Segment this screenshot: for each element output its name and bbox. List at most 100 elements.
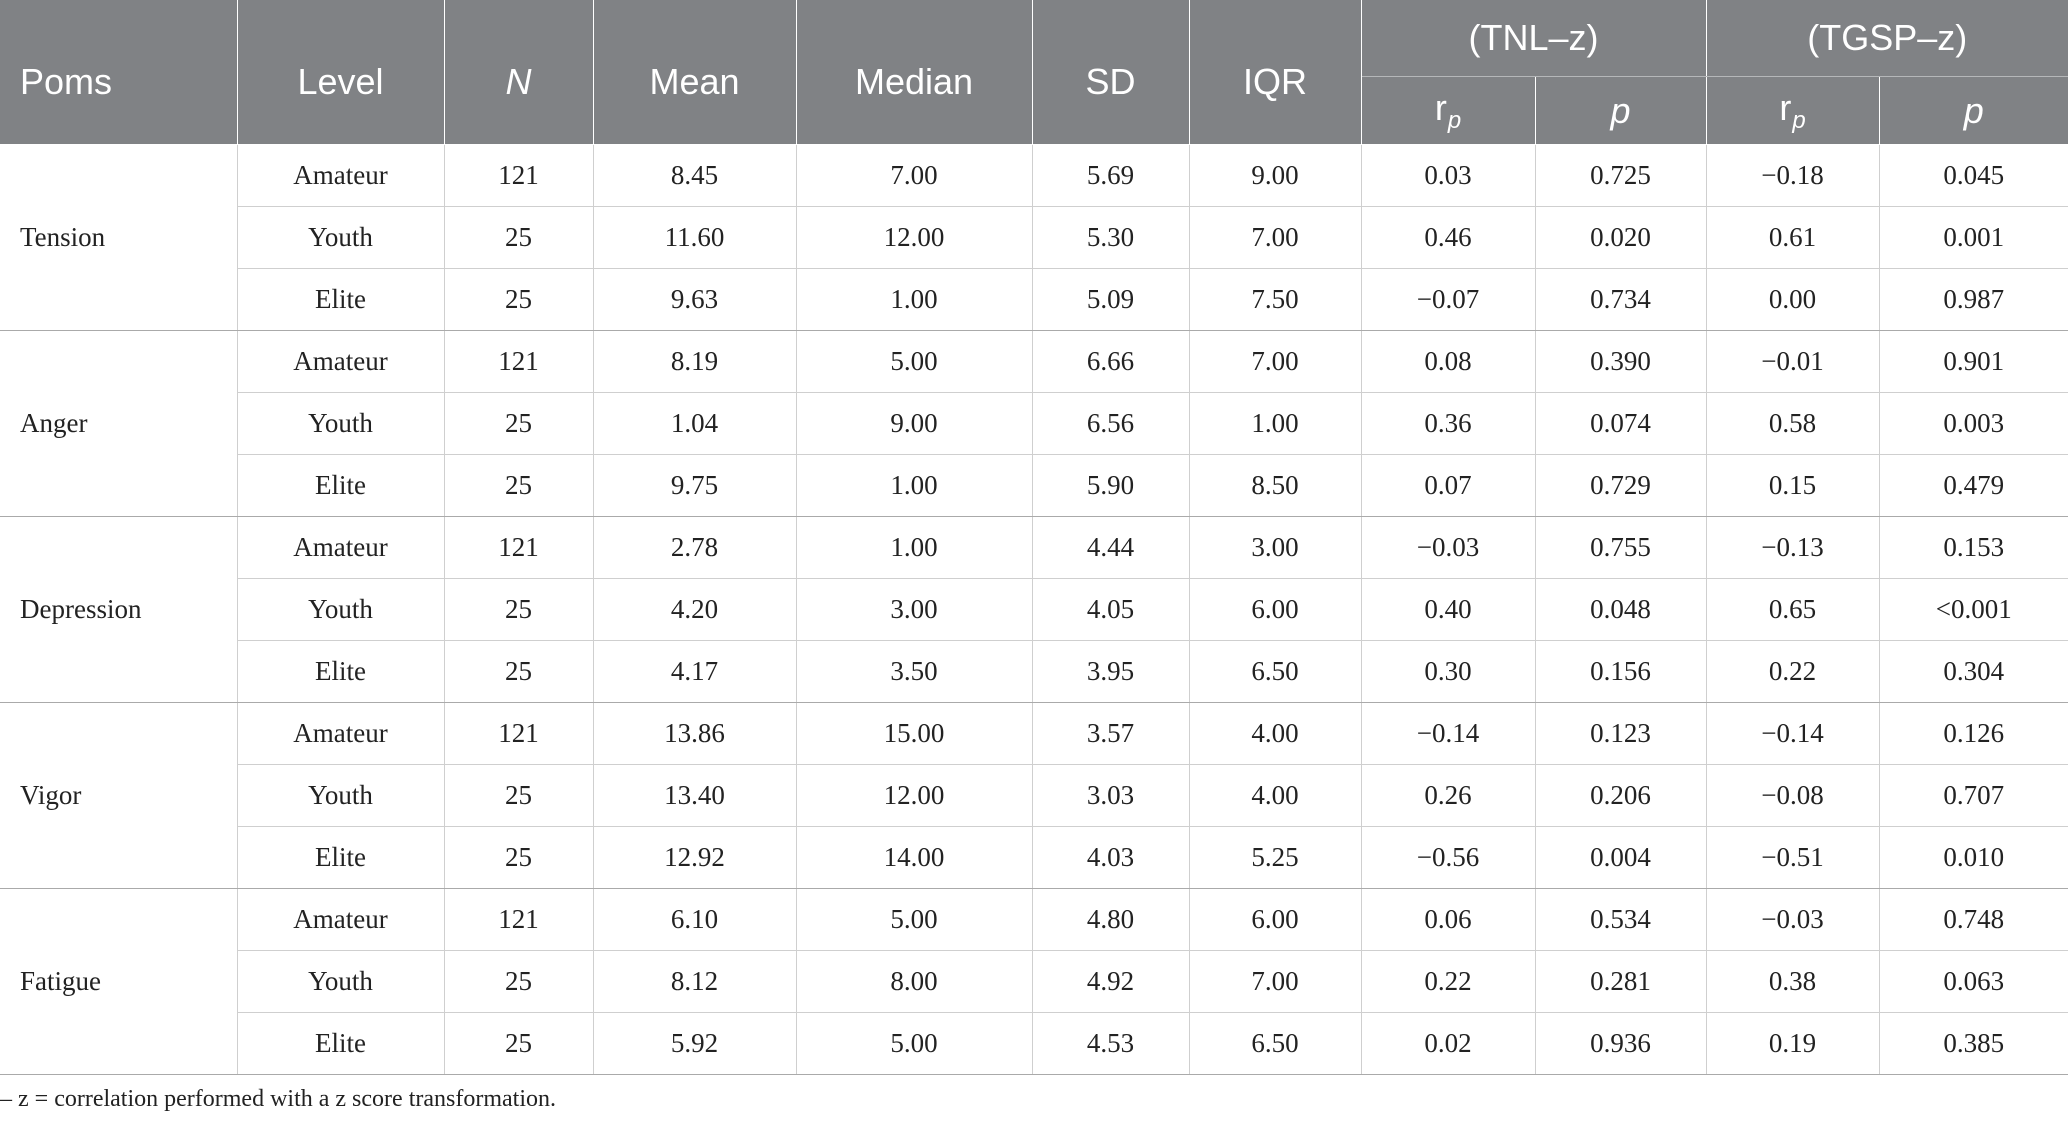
cell-level: Youth (237, 578, 445, 641)
table-row: Depression Amateur 121 2.78 1.00 4.44 3.00 −0.0… (0, 516, 2068, 703)
cell-mean: 13.40 (593, 764, 797, 827)
poms-table-container: Poms Level N Mean Median SD IQR (TNL–z) … (0, 0, 2068, 1075)
cell-median: 3.00 (796, 578, 1033, 641)
group-label: Fatigue (0, 888, 238, 1075)
cell-level: Elite (237, 826, 445, 889)
cell-tnl-p: 0.534 (1535, 888, 1707, 951)
header-sd: SD (1032, 0, 1190, 145)
cell-iqr: 3.00 (1189, 516, 1362, 579)
header-tnl-p: p (1535, 76, 1707, 145)
header-tgsp-z: (TGSP–z) (1706, 0, 2068, 77)
cell-level: Youth (237, 950, 445, 1013)
table-row: Fatigue Amateur 121 6.10 5.00 4.80 6.00 0.06 0.5… (0, 888, 2068, 1075)
header-median: Median (796, 0, 1033, 145)
cell-iqr: 9.00 (1189, 144, 1362, 207)
cell-tgsp-rp: −0.03 (1706, 888, 1880, 951)
cell-tnl-rp: 0.02 (1361, 1012, 1536, 1075)
cell-median: 1.00 (796, 516, 1033, 579)
table-body: Tension Amateur 121 8.45 7.00 5.69 9.00 0.03 0.7… (0, 144, 2068, 1075)
cell-n: 25 (444, 392, 594, 455)
cell-tnl-p: 0.156 (1535, 640, 1707, 703)
cell-sd: 3.57 (1032, 702, 1190, 765)
group-label: Depression (0, 516, 238, 703)
cell-sd: 4.80 (1032, 888, 1190, 951)
cell-tnl-rp: −0.07 (1361, 268, 1536, 331)
cell-tgsp-p: 0.010 (1879, 826, 2068, 889)
cell-tnl-rp: 0.06 (1361, 888, 1536, 951)
cell-mean: 9.75 (593, 454, 797, 517)
cell-tgsp-p: 0.385 (1879, 1012, 2068, 1075)
cell-tgsp-p: 0.748 (1879, 888, 2068, 951)
cell-tgsp-rp: −0.13 (1706, 516, 1880, 579)
group-label: Tension (0, 144, 238, 331)
cell-iqr: 5.25 (1189, 826, 1362, 889)
cell-tgsp-rp: 0.22 (1706, 640, 1880, 703)
table-row: Elite 25 12.92 14.00 4.03 5.25 −0.56 0.004 −0.51… (0, 826, 2068, 889)
cell-tnl-p: 0.281 (1535, 950, 1707, 1013)
cell-tnl-p: 0.390 (1535, 330, 1707, 393)
header-n: N (444, 0, 594, 145)
cell-median: 15.00 (796, 702, 1033, 765)
cell-tnl-rp: 0.36 (1361, 392, 1536, 455)
cell-level: Elite (237, 454, 445, 517)
cell-tgsp-p: <0.001 (1879, 578, 2068, 641)
cell-tgsp-p: 0.003 (1879, 392, 2068, 455)
cell-n: 25 (444, 1012, 594, 1075)
rp-label: r (1434, 86, 1447, 128)
cell-median: 12.00 (796, 764, 1033, 827)
cell-n: 121 (444, 330, 594, 393)
cell-tnl-rp: 0.26 (1361, 764, 1536, 827)
cell-sd: 4.03 (1032, 826, 1190, 889)
cell-n: 25 (444, 764, 594, 827)
cell-median: 5.00 (796, 888, 1033, 951)
table-row: Youth 25 13.40 12.00 3.03 4.00 0.26 0.206 −0.08 0… (0, 764, 2068, 827)
cell-tnl-rp: −0.03 (1361, 516, 1536, 579)
cell-sd: 3.95 (1032, 640, 1190, 703)
table-row: Elite 25 9.63 1.00 5.09 7.50 −0.07 0.734 0.00 0.9… (0, 268, 2068, 331)
cell-tgsp-p: 0.001 (1879, 206, 2068, 269)
cell-level: Amateur (237, 702, 445, 765)
cell-median: 1.00 (796, 268, 1033, 331)
cell-tgsp-rp: 0.61 (1706, 206, 1880, 269)
cell-iqr: 6.50 (1189, 640, 1362, 703)
cell-tgsp-p: 0.901 (1879, 330, 2068, 393)
cell-tgsp-rp: −0.51 (1706, 826, 1880, 889)
group-label: Anger (0, 330, 238, 517)
cell-mean: 11.60 (593, 206, 797, 269)
cell-tnl-p: 0.936 (1535, 1012, 1707, 1075)
cell-tnl-p: 0.206 (1535, 764, 1707, 827)
cell-n: 25 (444, 640, 594, 703)
rp-label: r (1779, 86, 1792, 128)
cell-tgsp-rp: 0.15 (1706, 454, 1880, 517)
cell-iqr: 7.00 (1189, 330, 1362, 393)
cell-tgsp-p: 0.063 (1879, 950, 2068, 1013)
header-mean: Mean (593, 0, 797, 145)
cell-median: 14.00 (796, 826, 1033, 889)
table-row: Youth 25 1.04 9.00 6.56 1.00 0.36 0.074 0.58 0.00… (0, 392, 2068, 455)
cell-tgsp-p: 0.707 (1879, 764, 2068, 827)
cell-iqr: 6.50 (1189, 1012, 1362, 1075)
cell-n: 121 (444, 888, 594, 951)
header-poms: Poms (0, 0, 238, 145)
cell-tnl-rp: 0.40 (1361, 578, 1536, 641)
table-row: Elite 25 9.75 1.00 5.90 8.50 0.07 0.729 0.15 0.47… (0, 454, 2068, 517)
cell-iqr: 6.00 (1189, 578, 1362, 641)
cell-level: Amateur (237, 330, 445, 393)
cell-tnl-p: 0.048 (1535, 578, 1707, 641)
cell-level: Amateur (237, 888, 445, 951)
cell-tnl-p: 0.755 (1535, 516, 1707, 579)
cell-tgsp-rp: −0.08 (1706, 764, 1880, 827)
cell-tnl-rp: 0.22 (1361, 950, 1536, 1013)
cell-tgsp-rp: 0.19 (1706, 1012, 1880, 1075)
cell-tgsp-p: 0.304 (1879, 640, 2068, 703)
cell-tgsp-rp: 0.58 (1706, 392, 1880, 455)
header-tgsp-rp: rp (1706, 76, 1880, 145)
cell-tnl-p: 0.725 (1535, 144, 1707, 207)
table-header: Poms Level N Mean Median SD IQR (TNL–z) … (0, 0, 2068, 145)
table-row: Elite 25 4.17 3.50 3.95 6.50 0.30 0.156 0.22 0.30… (0, 640, 2068, 703)
cell-median: 7.00 (796, 144, 1033, 207)
cell-mean: 4.20 (593, 578, 797, 641)
cell-tgsp-rp: −0.14 (1706, 702, 1880, 765)
cell-median: 3.50 (796, 640, 1033, 703)
cell-median: 1.00 (796, 454, 1033, 517)
